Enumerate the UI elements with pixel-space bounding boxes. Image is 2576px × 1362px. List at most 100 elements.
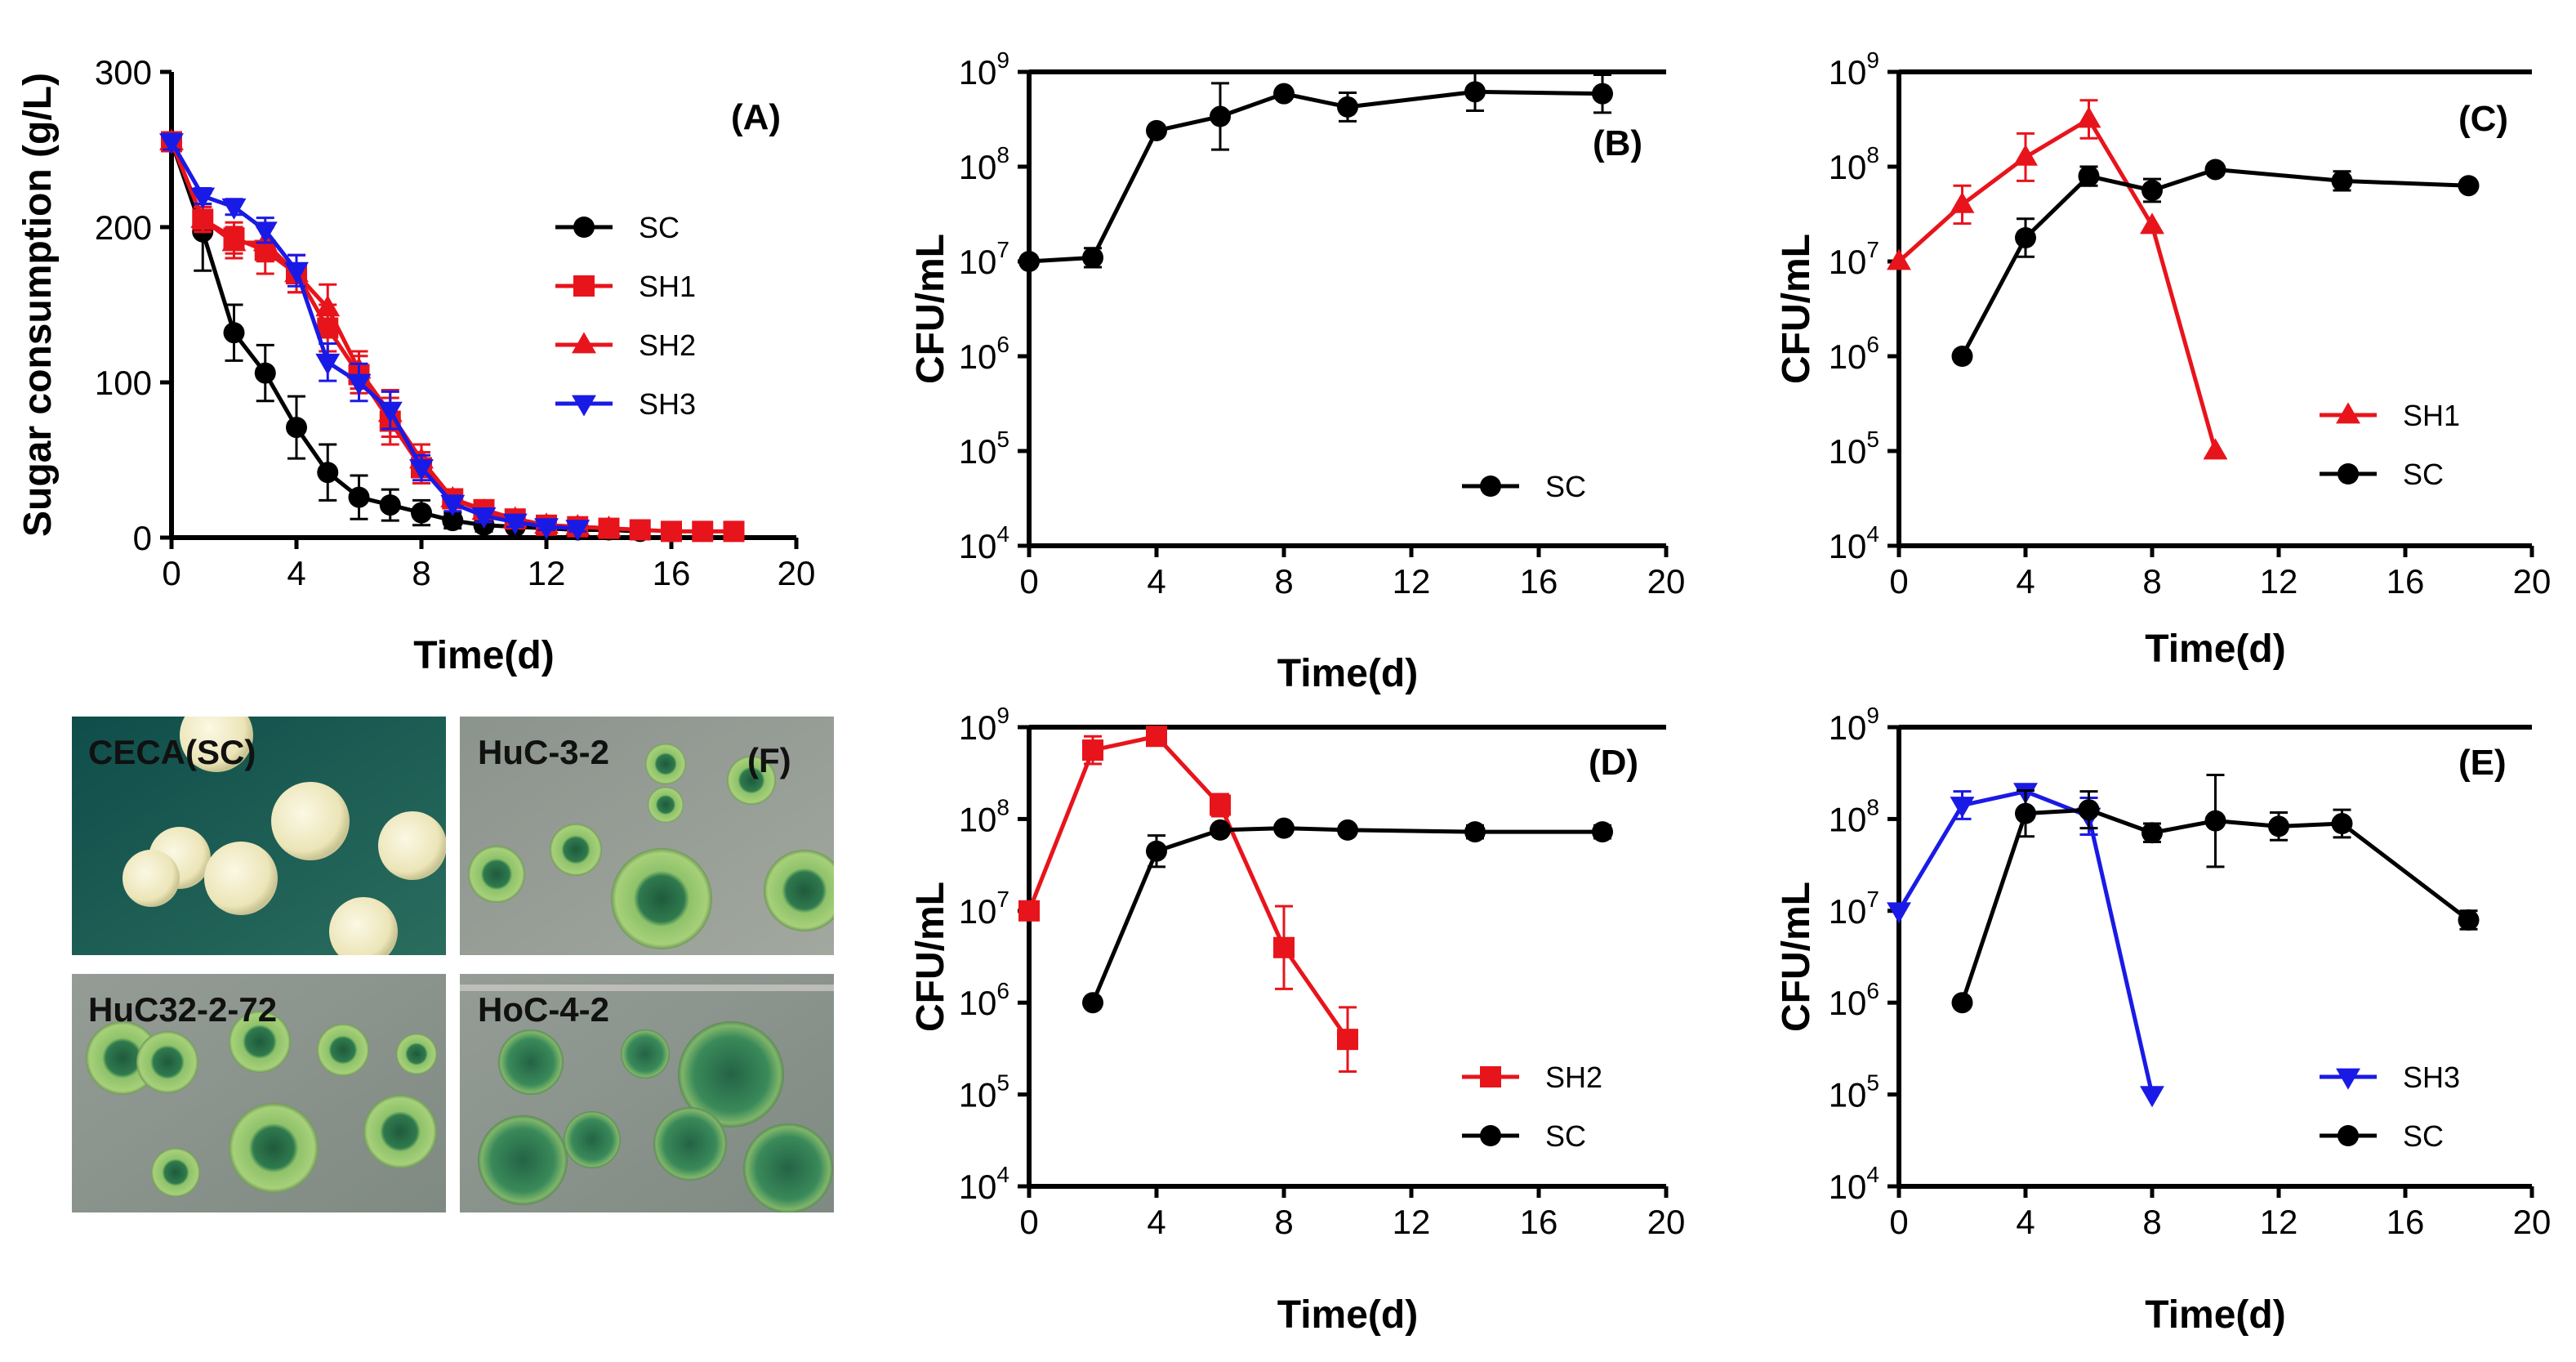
chart-d-x-tick-label: 4 — [1147, 1203, 1165, 1241]
chart-a-y-tick-label: 300 — [95, 53, 152, 92]
chart-e-x-tick-label: 0 — [1889, 1203, 1908, 1241]
chart-d-series-sc-point — [1273, 817, 1295, 839]
chart-a-x-tick-label: 0 — [162, 554, 180, 592]
chart-a-panel-label: (A) — [731, 97, 781, 137]
chart-d-series-sh2-point — [1337, 1029, 1358, 1051]
chart-d-x-axis-title: Time(d) — [1277, 1293, 1418, 1337]
chart-e-y-tick-label: 105 — [1829, 1070, 1879, 1114]
chart-d-series-sc — [1082, 817, 1613, 1014]
chart-b-legend-label: SC — [1545, 470, 1586, 503]
chart-b-x-axis-title: Time(d) — [1277, 652, 1418, 695]
chart-a-series-sc-point — [223, 322, 245, 344]
chart-a-x-tick-label: 8 — [412, 554, 430, 592]
chart-a-series-sh2-point — [221, 230, 247, 252]
chart-a-legend-label: SH2 — [639, 328, 696, 362]
chart-c-x-tick-label: 20 — [2513, 562, 2551, 601]
chart-c-y-tick-label: 106 — [1829, 332, 1879, 376]
chart-a-series-sh2-point — [596, 516, 622, 537]
photo-label-huc-3-2: HuC-3-2 — [478, 733, 609, 771]
chart-c-series-sc-point — [2078, 165, 2100, 187]
chart-a-series-sh3-point — [377, 401, 403, 423]
chart-e-series-sc-point — [2015, 802, 2036, 824]
chart-d-series-sc-point — [1464, 821, 1486, 843]
chart-d-series-sh2-line — [1027, 734, 1350, 1041]
chart-a-series-sh3-point — [565, 520, 591, 542]
chart-c-series-sc-point — [2141, 180, 2163, 201]
chart-d-legend-sc: SC — [1462, 1119, 1586, 1153]
chart-b-panel-label: (B) — [1593, 123, 1642, 163]
chart-e-y-tick-label: 104 — [1829, 1162, 1879, 1206]
chart-b-y-tick-label: 104 — [959, 521, 1009, 565]
panel-f-photos: CECA(SC) HuC-3-2 HuC32-2-72 HoC-4-2 (F) — [72, 717, 834, 1212]
chart-a-y-axis-title: Sugar consumption (g/L) — [16, 73, 60, 537]
chart-d-x-tick-label: 16 — [1520, 1203, 1558, 1241]
chart-a-series-sc-point — [442, 510, 464, 532]
chart-c-series-sh1-point — [2140, 212, 2164, 234]
chart-a-series-sh3-point — [440, 494, 466, 516]
chart-c-series-sh1-point — [2203, 438, 2228, 460]
chart-a-legend-marker — [572, 395, 596, 417]
chart-c-series-sc-point — [2204, 159, 2226, 181]
chart-a-series-sh3-point — [190, 187, 216, 209]
chart-b-series-sc-point — [1146, 119, 1167, 141]
chart-a-legend-sc: SC — [555, 211, 680, 244]
chart-d-y-tick-label: 104 — [959, 1162, 1009, 1206]
chart-e-legend-sh3: SH3 — [2320, 1061, 2460, 1094]
chart-d-series-sh2-point — [1082, 739, 1103, 761]
chart-e-series-sc-point — [2078, 799, 2100, 821]
chart-b-x-tick-label: 12 — [1393, 562, 1431, 601]
chart-a-legend-label: SC — [639, 211, 680, 244]
chart-d-series-sc-point — [1337, 819, 1358, 841]
chart-d-series-sc-point — [1082, 992, 1103, 1014]
chart-a-series-sh3-point — [284, 261, 309, 284]
chart-b-series-sc-point — [1273, 83, 1295, 105]
chart-b-y-tick-label: 107 — [959, 237, 1009, 281]
chart-b-series-sc-point — [1082, 247, 1103, 269]
chart-d-series-sc-line — [1090, 826, 1602, 1004]
chart-b-series-sc-point — [1018, 251, 1040, 272]
chart-e-series-sc-point — [2458, 909, 2480, 931]
chart-d-legend-label: SC — [1545, 1119, 1586, 1153]
chart-d-series-sc-point — [1210, 819, 1231, 841]
chart-c-series-sc-point — [2331, 170, 2353, 192]
chart-a-series-sh3-point — [159, 133, 184, 155]
chart-c-series-sh1 — [1887, 99, 2228, 460]
chart-d-x-tick-label: 12 — [1393, 1203, 1431, 1241]
chart-c-series-sh1-line — [1897, 117, 2217, 452]
chart-a-series-sh3-point — [409, 459, 434, 481]
chart-e-series-sh3-point — [1950, 797, 1975, 819]
chart-a-series-sc-point — [348, 486, 370, 508]
chart-e-y-tick-label: 109 — [1829, 703, 1879, 747]
chart-a-y-tick-label: 100 — [95, 364, 152, 402]
chart-a-series-sh3-point — [252, 221, 278, 243]
chart-a-legend-marker — [572, 332, 596, 354]
chart-b-legend-marker — [1480, 476, 1501, 497]
chart-a-series-sc-point — [286, 417, 307, 439]
chart-b-series-sc-point — [1337, 96, 1358, 118]
chart-b-x-tick-label: 8 — [1274, 562, 1293, 601]
photo-huc-3-2 — [460, 717, 834, 955]
chart-b-y-tick-label: 109 — [959, 47, 1009, 92]
chart-d-legend-label: SH2 — [1545, 1061, 1602, 1094]
chart-d-y-tick-label: 107 — [959, 886, 1009, 931]
chart-c-series-sh1-point — [1887, 248, 1911, 270]
chart-b-legend-sc: SC — [1462, 470, 1586, 503]
chart-a-x-tick-label: 4 — [287, 554, 305, 592]
chart-e-y-tick-label: 108 — [1829, 794, 1879, 838]
chart-c-y-tick-label: 107 — [1829, 237, 1879, 281]
chart-e-panel-label: (E) — [2458, 743, 2507, 783]
chart-a-series-sc-point — [411, 502, 432, 524]
chart-e-x-tick-label: 16 — [2387, 1203, 2425, 1241]
chart-a-y-tick-label: 200 — [95, 208, 152, 247]
photo-huc32-2-72 — [72, 974, 446, 1212]
chart-e-legend-label: SC — [2403, 1119, 2444, 1153]
chart-a-legend-label: SH1 — [639, 270, 696, 303]
chart-c-series-sh1-point — [2076, 106, 2101, 128]
chart-d-x-tick-label: 20 — [1647, 1203, 1686, 1241]
chart-d-series-sh2-point — [1018, 900, 1040, 922]
chart-c-legend-label: SC — [2403, 458, 2444, 491]
chart-d-series-sh2 — [1018, 726, 1358, 1073]
chart-b-series-sc-point — [1592, 83, 1613, 105]
panel-f-label: (F) — [747, 741, 791, 779]
chart-a-legend-label: SH3 — [639, 387, 696, 421]
